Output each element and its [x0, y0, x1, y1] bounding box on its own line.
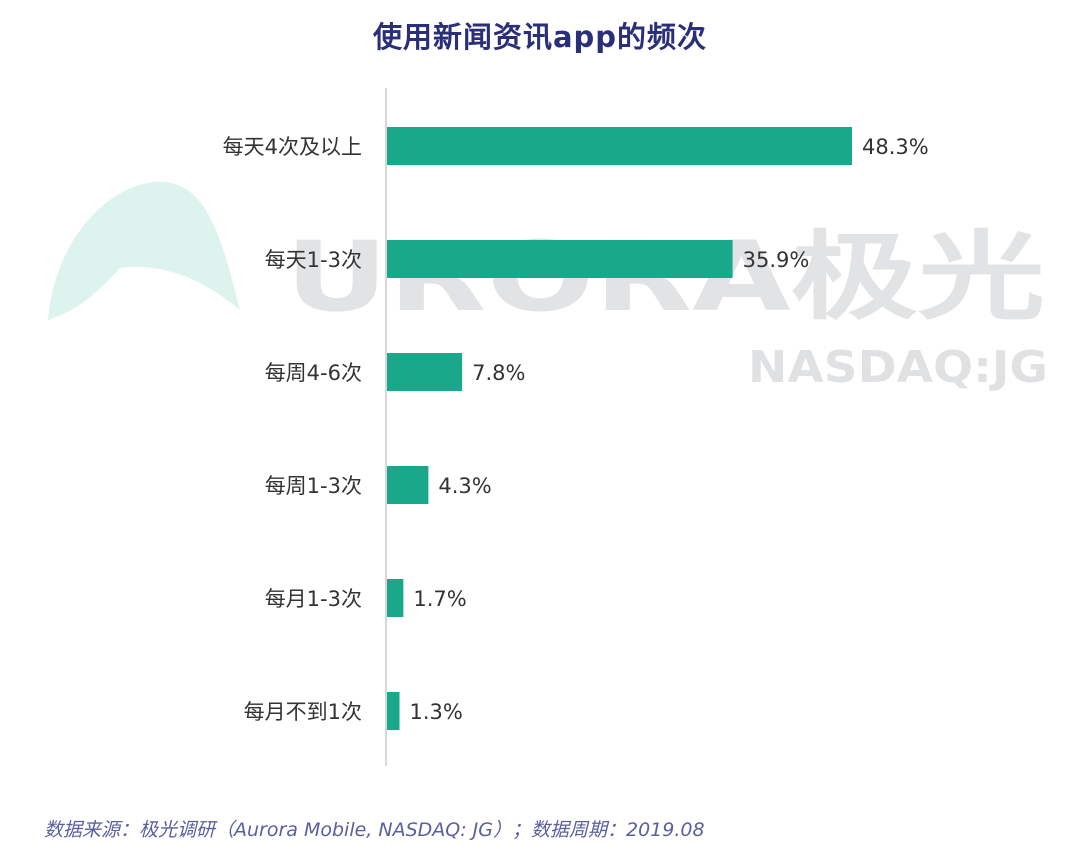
value-label: 4.3% [438, 474, 491, 498]
category-label: 每月1-3次 [265, 587, 362, 611]
value-label: 1.3% [410, 700, 463, 724]
bar [387, 240, 733, 278]
bar [387, 466, 429, 504]
value-label: 1.7% [413, 587, 466, 611]
value-label: 7.8% [472, 361, 525, 385]
category-label: 每月不到1次 [244, 700, 362, 724]
category-label: 每天1-3次 [265, 248, 362, 272]
bar [387, 692, 400, 730]
chart-title: 使用新闻资讯app的频次 [372, 20, 708, 54]
bar [387, 353, 463, 391]
category-label: 每周1-3次 [265, 474, 362, 498]
bar [387, 127, 852, 165]
source-note: 数据来源：极光调研（Aurora Mobile, NASDAQ: JG）；数据周… [44, 819, 705, 841]
category-label: 每天4次及以上 [223, 135, 362, 159]
category-label: 每周4-6次 [265, 361, 362, 385]
value-label: 35.9% [743, 248, 810, 272]
bar [387, 579, 404, 617]
bars-layer: 每天4次及以上 48.3% 每天1-3次 35.9% 每周4-6次 7.8% 每周1-3次 4… [223, 127, 929, 730]
value-label: 48.3% [862, 135, 929, 159]
